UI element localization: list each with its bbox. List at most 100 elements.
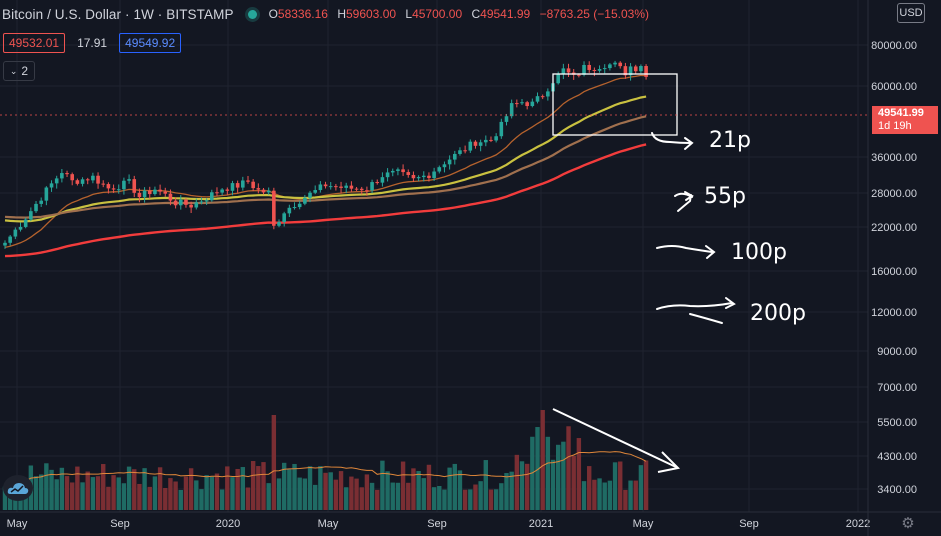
trend-arrow [552,408,681,473]
volume-bar [250,461,256,510]
spread-value: 17.91 [77,36,108,50]
symbol-title[interactable]: Bitcoin / U.S. Dollar · 1W · BITSTAMP [2,7,234,22]
volume-bar [618,461,623,510]
volume-bar [313,484,318,510]
volume-bar [49,469,54,510]
candle-body [122,180,126,190]
volume-bar [566,426,571,510]
candle-body [313,190,317,193]
volume-bar [452,463,457,510]
volume-bar [545,436,551,510]
volume-bar [468,489,473,510]
price-axis-label: 80000.00 [871,40,917,52]
volume-bar [375,489,380,510]
moving-average-lines [4,74,647,258]
candle-body [272,190,276,226]
annotation-100p: 100p [731,240,787,265]
candle-body [639,66,643,72]
volume-bar [33,476,39,510]
annotation-55p: 55p [704,184,746,209]
volume-bar [64,476,70,510]
candle-body [473,141,478,146]
candle-body [385,172,390,178]
volume-bar [75,466,80,510]
candle-body [220,189,224,193]
price-axis-label: 60000.00 [871,81,917,93]
currency-button[interactable]: USD [897,3,925,23]
high-value: 59603.00 [345,7,397,21]
candle-body [173,200,178,206]
candle-body [96,175,100,184]
candle-body [8,236,12,243]
volume-bar [550,459,556,510]
indicators-toggle[interactable]: ⌄ 2 [3,61,35,81]
candle-body [618,62,623,67]
volume-bar [524,463,530,510]
candle-body [499,121,504,137]
candle-body [520,102,524,104]
gear-icon[interactable]: ⚙ [901,515,915,532]
candle-body [334,186,338,188]
low-label: L [405,7,413,21]
time-axis-label: 2022 [846,518,870,530]
volume-bar [199,489,204,510]
candle-body [184,199,188,205]
volume-bar [442,489,447,510]
volume-bar [390,482,395,510]
volume-bar [276,478,282,510]
candle-body [525,102,529,107]
volume-bar [457,470,463,510]
candle-body [282,213,286,223]
volume-bar [395,482,401,510]
volume-bar [607,480,613,510]
volume-bar [643,460,649,510]
candle-body [194,202,199,208]
volume-bar [261,462,266,510]
volume-bar [2,486,8,510]
candle-body [421,175,426,178]
volume-bar [426,464,432,510]
volume-bar [581,481,587,510]
candle-body [427,175,431,179]
last-price-value: 49541.99 [878,107,924,119]
candle-body [60,173,64,179]
volume-bar [323,472,328,510]
candle-body [241,180,245,188]
candle-body [396,169,400,171]
candle-body [577,74,581,76]
volume-bar [416,470,421,510]
candle-body [561,68,566,74]
candle-body [489,139,493,141]
volume-bar [504,473,509,510]
separator: · [157,6,163,22]
candle-body [442,164,447,168]
volume-bar [493,489,499,510]
volume-bar [111,475,116,510]
buy-button[interactable]: 49549.92 [119,33,182,53]
ohlc-values: O58336.16 H59603.00 L45700.00 C49541.99 … [269,7,655,21]
candle-body [163,191,168,194]
candle-body [303,197,307,204]
volume-bar [292,463,297,510]
candle-body [199,201,204,203]
volume-bar [302,478,308,510]
candle-body [644,66,648,77]
candle-body [39,200,43,204]
candle-body [106,184,111,189]
trade-panel: 49532.01 17.91 49549.92 [3,33,182,53]
tradingview-logo-icon[interactable] [3,475,33,501]
volume-bar [447,467,452,510]
volume-bar [519,461,525,510]
candle-body [137,192,142,198]
sell-button[interactable]: 49532.01 [3,33,66,53]
volume-bar [168,478,173,510]
candle-body [354,188,359,190]
candle-body [116,189,121,191]
volume-bar [328,472,333,510]
volume-bar [54,479,59,510]
chevron-down-icon: ⌄ [9,65,18,76]
candle-body [344,185,349,188]
candle-body [587,64,592,70]
volume-bar [204,475,209,510]
